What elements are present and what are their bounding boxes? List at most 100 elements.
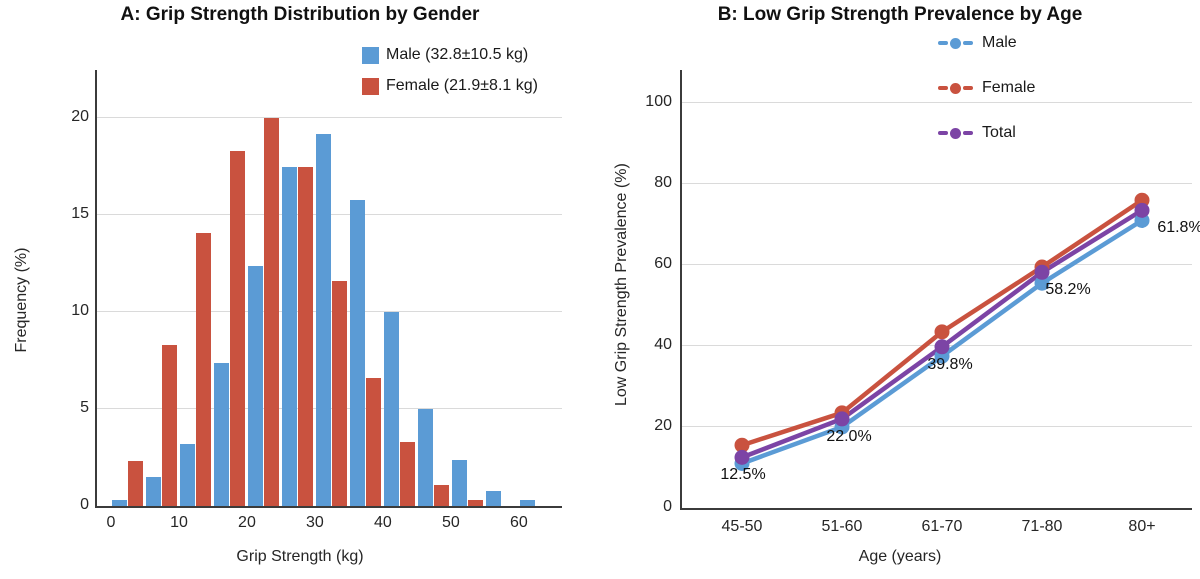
total-data-point [734,449,750,465]
y-tick-label: 20 [654,417,672,434]
total-line-marker-icon [938,127,973,139]
total-data-point [834,411,850,427]
legend-dash-icon [963,131,973,135]
prevalence-lines-svg [734,192,1150,471]
legend-dash-icon [963,41,973,45]
male-bar [213,362,229,506]
male-swatch-icon [362,46,379,64]
male-bar [281,166,297,506]
legend-dot-icon [950,82,961,94]
total-data-point [1134,202,1150,218]
legend-label-male: Male (32.8±10.5 kg) [386,46,529,63]
panel-a-x-axis-label: Grip Strength (kg) [236,548,364,565]
female-bar [433,484,449,506]
data-point-label: 61.8% [1157,219,1200,237]
female-bar [365,378,381,506]
x-tick-label: 60 [509,514,528,531]
female-bar [399,442,415,506]
panel-b-legend: Male Female Total [938,34,1035,142]
histogram-plot-area: 0 5 10 15 20 0 10 20 30 40 50 60 [71,70,562,531]
female-bar [297,166,313,506]
y-tick-label: 5 [80,399,89,417]
data-point-label: 58.2% [1045,281,1091,299]
y-tick-label: 15 [71,205,89,223]
total-data-point [1034,264,1050,280]
panel-prevalence-lines: B: Low Grip Strength Prevalence by Age L… [600,0,1200,579]
y-tick-label: 100 [645,93,672,110]
data-point-label: 39.8% [927,355,973,373]
male-bar [349,199,365,506]
x-tick-label: 30 [306,514,324,531]
y-gridline [682,183,1192,184]
y-tick-label: 80 [654,174,672,191]
female-bar [263,118,279,506]
data-point-label: 12.5% [720,466,766,484]
total-data-point [934,339,950,355]
male-bar [451,459,467,506]
y-tick-label: 0 [80,496,89,513]
legend-item-female-line: Female [938,79,1035,97]
female-line-marker-icon [938,82,973,94]
female-line [739,197,1145,448]
x-tick-label: 71-80 [1021,518,1063,535]
legend-dash-icon [938,86,948,90]
x-tick-label: 20 [238,514,256,531]
x-tick-label: 50 [442,514,460,531]
panel-b-y-axis-label: Low Grip Strength Prevalence (%) [613,163,630,406]
x-tick-label: 40 [374,514,392,531]
x-tick-label: 61-70 [921,518,963,535]
male-bar [112,500,127,506]
female-bar [229,151,245,506]
legend-item-male-line: Male [938,34,1035,52]
y-tick-label: 20 [71,108,89,126]
female-swatch-icon [362,77,379,95]
legend-dot-icon [950,127,961,139]
legend-dash-icon [938,131,948,135]
y-gridline [97,117,562,119]
x-tick-label: 45-50 [721,518,763,535]
male-bar [179,444,195,506]
panel-a-y-axis-label: Frequency (%) [13,247,30,353]
legend-label-female: Female (21.9±8.1 kg) [386,77,538,94]
male-line-marker-icon [938,37,973,49]
female-bar [161,345,177,506]
x-tick-label: 80+ [1128,518,1156,535]
y-gridline [682,102,1192,103]
male-bar [383,312,399,506]
legend-item-female: Female (21.9±8.1 kg) [362,77,538,95]
y-tick-label: 0 [663,498,672,515]
male-bar [519,500,535,506]
legend-dash-icon [938,41,948,45]
x-tick-label: 0 [106,514,116,531]
female-data-point [734,437,750,453]
y-tick-label: 60 [654,255,672,272]
y-tick-label: 10 [71,302,89,320]
line-plot-area: 0 20 40 60 80 100 45-50 51-60 61-70 71-80 80+ 12.5%… [645,70,1200,535]
female-bar [128,461,143,506]
female-bar [467,500,483,506]
y-gridline [682,264,1192,265]
legend-label-female-line: Female [982,79,1036,96]
panel-b-x-axis-label: Age (years) [858,548,942,565]
y-gridline [682,426,1192,427]
female-bar [195,232,211,506]
female-data-point [934,324,950,340]
data-point-label: 22.0% [826,427,872,445]
male-data-point [1034,275,1050,291]
legend-label-total-line: Total [982,124,1016,141]
male-bar [315,133,331,506]
male-bar [485,490,501,506]
panel-b-title: B: Low Grip Strength Prevalence by Age [717,4,1083,25]
panel-a-title: A: Grip Strength Distribution by Gender [120,4,480,25]
male-bar [145,476,161,506]
legend-dash-icon [963,86,973,90]
male-bar [247,265,263,506]
legend-label-male-line: Male [982,34,1017,51]
panel-grip-histogram: A: Grip Strength Distribution by Gender … [13,4,562,565]
panel-a-legend: Male (32.8±10.5 kg) Female (21.9±8.1 kg) [362,46,538,95]
y-tick-label: 40 [654,336,672,353]
male-bar [417,409,433,506]
legend-item-total-line: Total [938,124,1035,142]
x-tick-label: 10 [170,514,188,531]
